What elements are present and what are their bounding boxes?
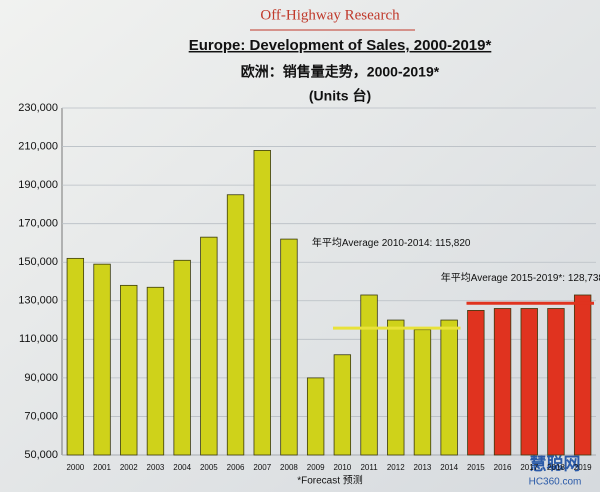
watermark-url: HC360.com: [529, 477, 582, 488]
y-tick-label: 170,000: [18, 218, 58, 230]
bar: [173, 259, 191, 456]
bar: [93, 263, 111, 456]
average-label: 年平均Average 2010-2014: 115,820: [312, 236, 471, 249]
units: (Units 台): [309, 88, 371, 104]
x-tick-label: 2016: [494, 463, 512, 472]
x-tick-label: 2007: [253, 463, 271, 472]
bar: [440, 319, 458, 456]
bar: [387, 319, 405, 456]
bar: [120, 284, 138, 456]
x-tick-label: 2003: [147, 463, 165, 472]
y-tick-label: 130,000: [18, 295, 58, 307]
x-tick-label: 2011: [360, 463, 378, 472]
bar: [360, 294, 378, 456]
y-tick-label: 150,000: [18, 256, 58, 268]
x-tick-label: 2017: [520, 463, 538, 472]
chart-subtitle: 欧洲：销售量走势，2000-2019*: [241, 64, 440, 80]
chart-title: Europe: Development of Sales, 2000-2019*: [189, 37, 492, 54]
x-tick-label: 2004: [173, 463, 191, 472]
bar: [280, 238, 298, 456]
y-tick-label: 90,000: [24, 372, 58, 384]
x-tick-label: 2014: [440, 463, 458, 472]
bar: [520, 308, 538, 456]
bar: [200, 236, 218, 456]
x-tick-label: 2002: [120, 463, 138, 472]
watermark-name: 慧聪网: [530, 453, 581, 473]
bar: [413, 329, 432, 456]
x-tick-label: 2019: [574, 463, 592, 472]
x-tick-label: 2018: [547, 463, 565, 472]
x-tick-label: 2012: [387, 463, 405, 472]
x-tick-label: 2013: [414, 463, 432, 472]
y-tick-label: 70,000: [24, 410, 58, 422]
x-tick-label: 2006: [227, 463, 245, 472]
x-tick-label: 2015: [467, 463, 485, 472]
y-tick-label: 50,000: [24, 449, 58, 461]
bar: [333, 354, 352, 456]
bar: [547, 308, 565, 456]
y-tick-label: 190,000: [18, 179, 58, 191]
x-tick-label: 2001: [93, 463, 111, 472]
footnote: *Forecast 预测: [297, 474, 363, 487]
bar: [66, 257, 85, 456]
x-tick-label: 2000: [66, 463, 84, 472]
bar: [146, 286, 165, 456]
x-tick-label: 2005: [200, 463, 218, 472]
bar: [467, 310, 485, 456]
average-label: 年平均Average 2015-2019*: 128,738: [441, 271, 600, 284]
header: Off-Highway Research: [260, 7, 400, 23]
bar: [306, 377, 325, 456]
x-tick-label: 2008: [280, 463, 298, 472]
y-tick-label: 230,000: [18, 102, 58, 114]
bar: [573, 294, 592, 456]
bar: [226, 194, 245, 456]
y-tick-label: 210,000: [18, 140, 58, 152]
bar: [493, 308, 512, 456]
y-tick-label: 110,000: [19, 333, 58, 345]
bar: [253, 150, 271, 456]
x-tick-label: 2009: [307, 463, 325, 472]
x-tick-label: 2010: [333, 463, 351, 472]
